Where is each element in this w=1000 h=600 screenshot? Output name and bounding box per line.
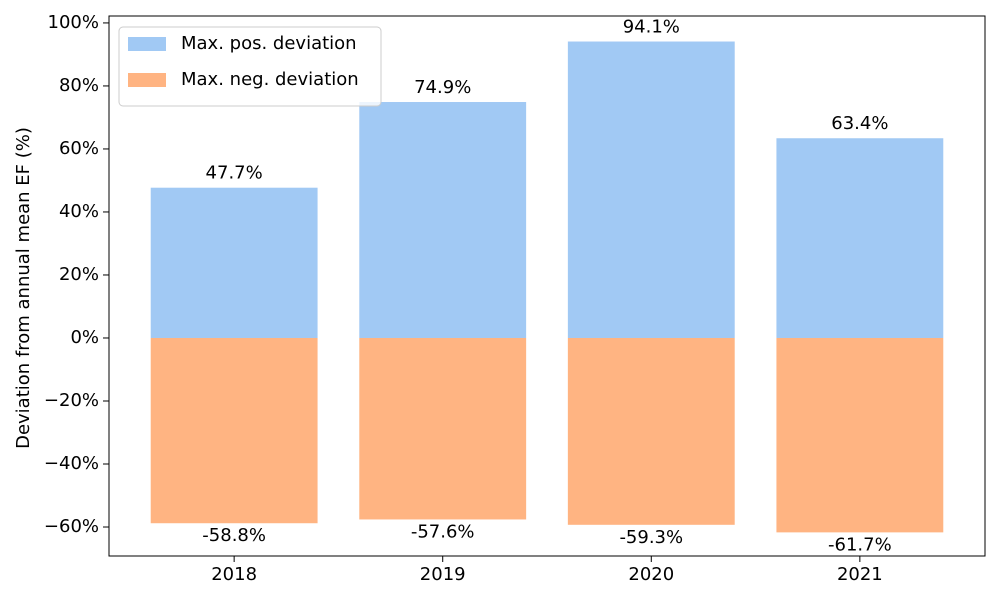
- legend-swatch: [128, 37, 166, 51]
- legend-label: Max. pos. deviation: [181, 33, 357, 54]
- value-label: 74.9%: [414, 77, 471, 98]
- bar: [359, 102, 527, 338]
- x-tick-label: 2020: [628, 564, 674, 585]
- x-tick-label: 2019: [420, 564, 466, 585]
- value-label: -61.7%: [828, 534, 892, 555]
- y-axis-label: Deviation from annual mean EF (%): [13, 127, 34, 449]
- bar: [359, 337, 527, 520]
- value-label: 47.7%: [206, 163, 263, 184]
- bar: [150, 337, 318, 524]
- x-tick-label: 2021: [837, 564, 883, 585]
- bar: [567, 337, 735, 525]
- y-tick-label: −40%: [44, 453, 99, 474]
- value-label: 94.1%: [623, 17, 680, 38]
- legend-label: Max. neg. deviation: [181, 69, 359, 90]
- x-tick-label: 2018: [211, 564, 257, 585]
- plot-frame: [108, 15, 986, 557]
- value-label: -59.3%: [619, 527, 683, 548]
- bar: [776, 138, 944, 338]
- bar: [567, 41, 735, 338]
- y-tick-label: −60%: [44, 516, 99, 537]
- y-tick-label: 0%: [70, 327, 99, 348]
- y-tick-label: 100%: [48, 12, 99, 33]
- y-tick-label: 20%: [59, 264, 99, 285]
- y-tick-label: −20%: [44, 390, 99, 411]
- bar: [776, 337, 944, 533]
- legend-box: [118, 26, 382, 107]
- bar: [150, 187, 318, 338]
- y-tick-label: 60%: [59, 138, 99, 159]
- y-tick-label: 80%: [59, 75, 99, 96]
- legend-swatch: [128, 73, 166, 87]
- y-tick-label: 40%: [59, 201, 99, 222]
- value-label: 63.4%: [831, 113, 888, 134]
- value-label: -58.8%: [202, 525, 266, 546]
- value-label: -57.6%: [411, 521, 475, 542]
